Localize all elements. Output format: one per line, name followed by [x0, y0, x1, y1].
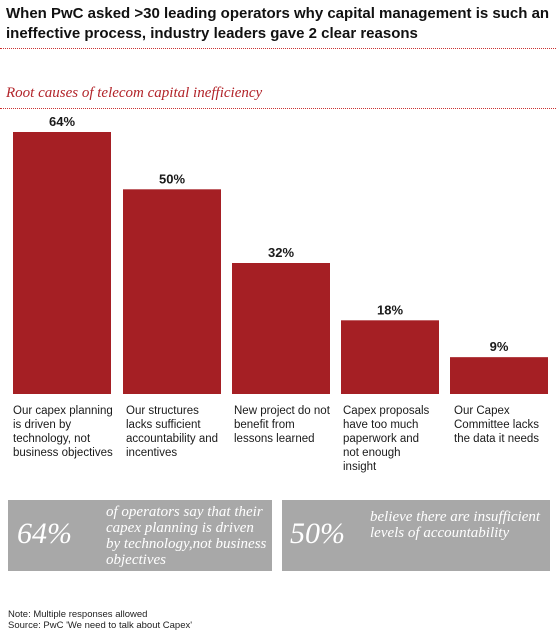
bar-5 [450, 357, 548, 394]
bar-value-label-3: 32% [268, 245, 294, 260]
footnote: Note: Multiple responses allowed [8, 609, 148, 620]
callout-value-1: 64% [17, 517, 72, 550]
callout-text-1: of operators say that their capex planni… [106, 504, 267, 568]
bar-value-label-1: 64% [49, 114, 75, 129]
callout-box-2: 50% believe there are insufficient level… [282, 500, 550, 571]
bar-2 [123, 189, 221, 394]
bar-value-label-4: 18% [377, 302, 403, 317]
bar-3 [232, 263, 330, 394]
chart-title: Root causes of telecom capital inefficie… [6, 85, 263, 101]
category-label-3: New project do not benefit from lessons … [234, 405, 330, 445]
category-label-2: Our structures lacks sufficient accounta… [126, 405, 219, 459]
category-label-4: Capex proposals have too much paperwork … [343, 405, 430, 473]
bar-1 [13, 132, 111, 394]
chart-title-divider [0, 108, 556, 109]
category-label-1: Our capex planning is driven by technolo… [13, 405, 113, 459]
category-label-5: Our Capex Committee lacks the data it ne… [454, 405, 540, 445]
headline: When PwC asked >30 leading operators why… [6, 5, 550, 42]
bar-chart: 64% 50% 32% 18% 9% [13, 114, 548, 394]
callout-box-1: 64% of operators say that their capex pl… [8, 500, 272, 571]
callout-value-2: 50% [290, 517, 345, 550]
callout-text-2: believe there are insufficient levels of… [370, 509, 541, 541]
source-note: Source: PwC 'We need to talk about Capex… [8, 620, 193, 631]
bar-value-label-5: 9% [490, 339, 509, 354]
headline-divider [0, 48, 556, 49]
bar-value-label-2: 50% [159, 171, 185, 186]
bar-4 [341, 320, 439, 394]
